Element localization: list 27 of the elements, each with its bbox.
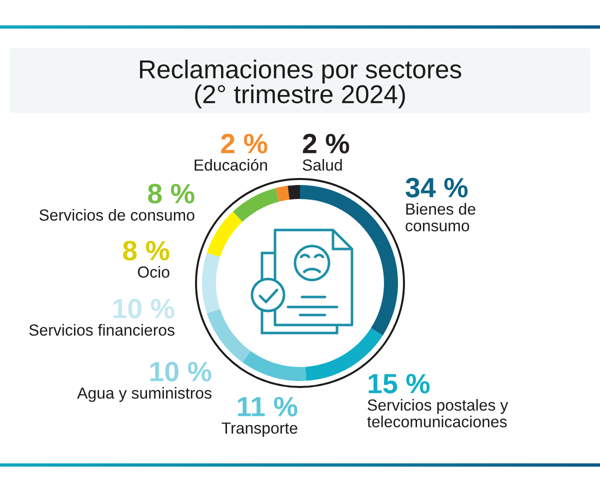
donut-slice — [288, 185, 300, 200]
donut-slice — [206, 308, 251, 362]
data-label: 10 % — [150, 362, 212, 382]
donut-slice — [206, 212, 242, 258]
donut-slice — [276, 186, 290, 202]
data-label: 2 % — [221, 134, 268, 154]
slice-label: Ocio — [138, 266, 170, 278]
donut-slice — [242, 350, 306, 381]
data-label: 10 % — [113, 298, 174, 318]
data-label: 2 % — [302, 134, 350, 154]
slice-label: Transporte — [222, 422, 298, 437]
slice-label: Bienes de consumo — [406, 203, 476, 232]
data-label: 11 % — [238, 396, 298, 416]
data-label: 34 % — [406, 178, 468, 198]
donut-slice — [232, 188, 280, 222]
data-label: 8 % — [123, 240, 170, 260]
data-label: 8 % — [148, 184, 194, 204]
slice-label: Servicios postales y telecomunicaciones — [367, 399, 508, 428]
donut-slice — [300, 185, 398, 336]
slice-label: Servicios financieros — [29, 324, 174, 336]
slice-label: Educación — [194, 158, 267, 171]
donut-slice — [202, 252, 220, 314]
data-label: 15 % — [368, 374, 430, 394]
chart-title: Reclamaciones por sectores (2° trimestre 2024) — [140, 60, 462, 108]
slice-label: Agua y suministros — [77, 387, 212, 402]
slice-label: Salud — [302, 159, 342, 171]
slice-label: Servicios de consumo — [39, 209, 194, 221]
